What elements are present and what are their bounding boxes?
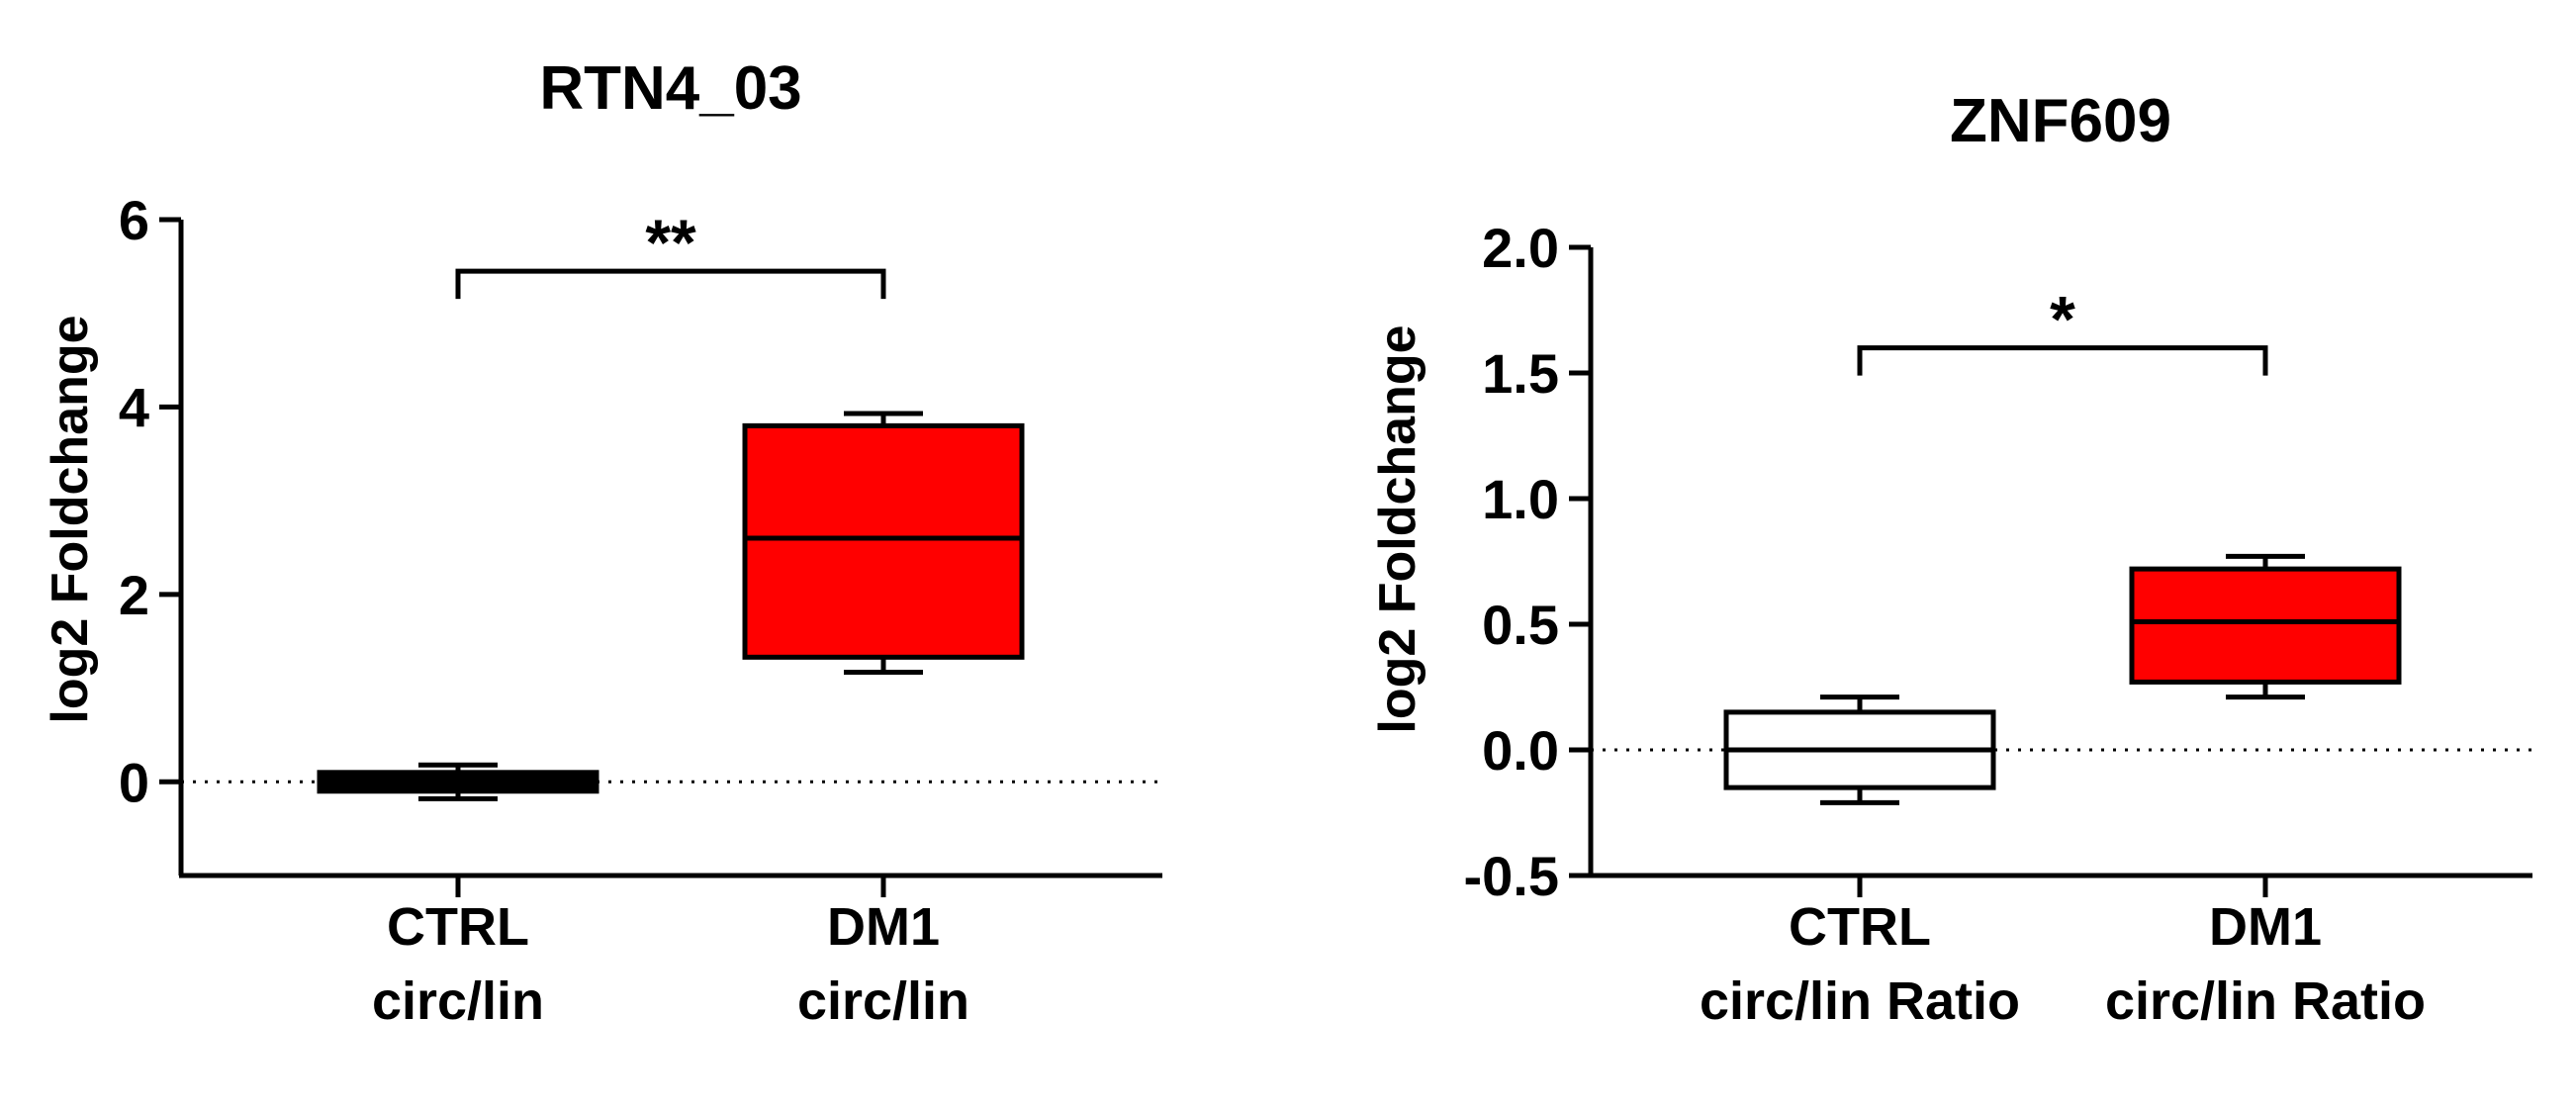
chart-title: ZNF609 bbox=[1950, 87, 2171, 155]
x-category-sublabel: circ/lin bbox=[372, 971, 544, 1031]
significance-label: ** bbox=[645, 206, 696, 279]
x-category-label: CTRL bbox=[1789, 897, 1931, 957]
box-iqr bbox=[742, 422, 1025, 660]
x-category-sublabel: circ/lin Ratio bbox=[2105, 971, 2426, 1031]
y-tick-label: 0 bbox=[119, 751, 149, 813]
y-tick-label: 2 bbox=[119, 564, 149, 626]
y-tick-label: 1.5 bbox=[1482, 342, 1559, 405]
y-tick-label: -0.5 bbox=[1464, 845, 1560, 907]
y-tick-label: 1.0 bbox=[1482, 468, 1559, 530]
box-iqr bbox=[2129, 566, 2402, 685]
significance-bracket bbox=[455, 268, 886, 300]
chart-panel-2: ZNF609 log2 Foldchange -0.5 0.0 0.5 1.0 1.5 2.0… bbox=[1369, 87, 2532, 1031]
box-ctrl: CTRL circ/lin bbox=[317, 762, 599, 1031]
box-dm1: DM1 circ/lin Ratio bbox=[2105, 553, 2426, 1031]
y-tick-label: 4 bbox=[119, 376, 149, 438]
x-category-label: DM1 bbox=[827, 897, 940, 957]
significance-bracket bbox=[1857, 345, 2268, 376]
y-tick-label: 0.5 bbox=[1482, 594, 1559, 656]
y-tick-label: 6 bbox=[119, 189, 149, 251]
y-axis-label: log2 Foldchange bbox=[42, 315, 99, 723]
x-category-label: CTRL bbox=[387, 897, 529, 957]
x-category-label: DM1 bbox=[2209, 897, 2322, 957]
y-axis-label: log2 Foldchange bbox=[1369, 324, 1426, 733]
y-tick-label: 2.0 bbox=[1482, 217, 1559, 279]
significance-label: * bbox=[2050, 283, 2075, 356]
x-category-sublabel: circ/lin Ratio bbox=[1700, 971, 2020, 1031]
x-category-sublabel: circ/lin bbox=[797, 971, 969, 1031]
box-dm1: DM1 circ/lin bbox=[742, 411, 1025, 1031]
chart-title: RTN4_03 bbox=[539, 54, 801, 123]
y-tick-label: 0.0 bbox=[1482, 719, 1559, 782]
box-ctrl: CTRL circ/lin Ratio bbox=[1700, 694, 2020, 1031]
